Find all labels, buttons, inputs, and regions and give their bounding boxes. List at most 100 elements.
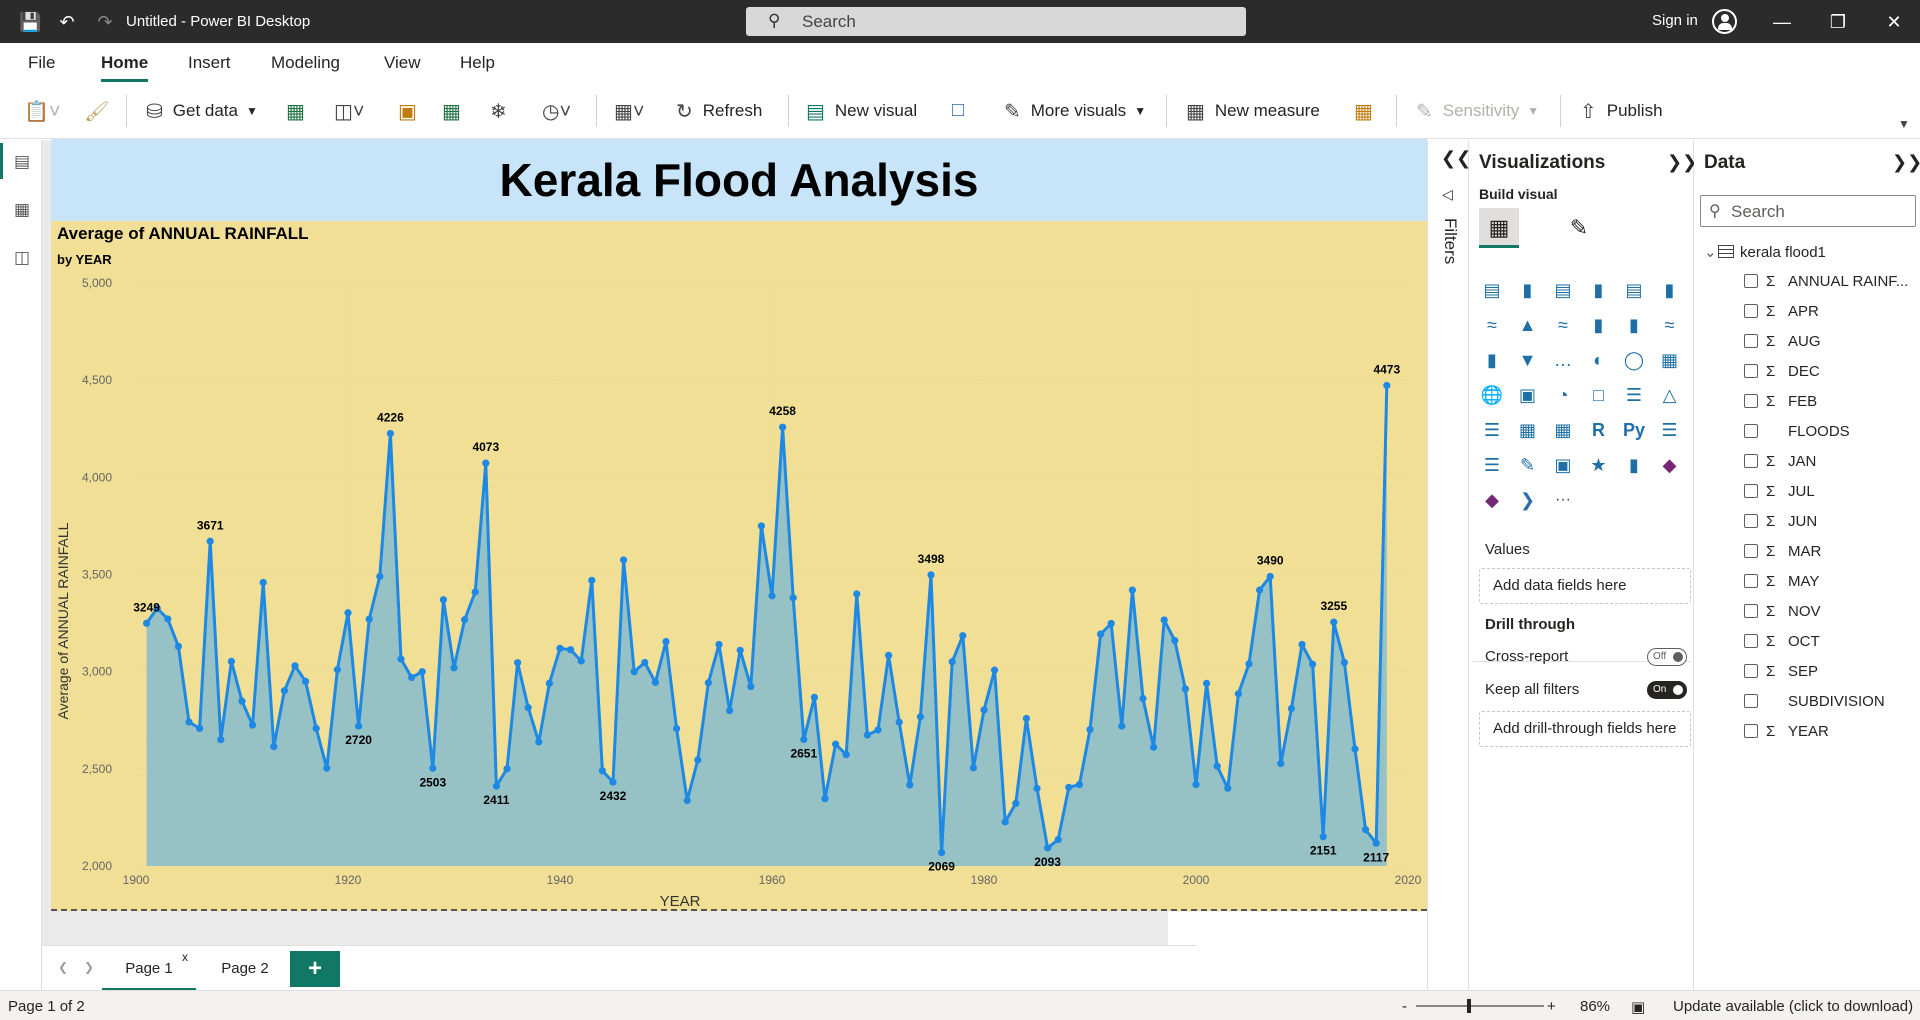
data-point[interactable] [704, 679, 713, 687]
data-point[interactable] [1044, 844, 1052, 852]
data-point[interactable] [1160, 616, 1168, 624]
data-point[interactable] [259, 578, 267, 587]
data-point[interactable] [938, 848, 946, 857]
data-point[interactable] [821, 795, 829, 803]
data-point[interactable] [1372, 839, 1380, 847]
more-visuals-icon[interactable]: ··· [1555, 491, 1571, 508]
data-point[interactable] [386, 429, 394, 438]
search-box[interactable]: ⚲ Search [746, 7, 1246, 36]
data-point[interactable] [1097, 630, 1105, 638]
data-point[interactable] [577, 657, 585, 665]
data-point[interactable] [1330, 618, 1338, 626]
model-view-icon[interactable]: ◫ [13, 248, 31, 267]
zoom-level[interactable]: 86% [1580, 998, 1611, 1015]
card-icon[interactable]: □ [1593, 385, 1604, 405]
zoom-in-button[interactable]: + [1547, 998, 1556, 1015]
data-point[interactable] [1309, 660, 1317, 668]
build-visual-tab-icon[interactable]: ▦ [1479, 208, 1519, 248]
get-data-button[interactable]: ⛁ Get data ▼ [146, 97, 258, 125]
data-point[interactable] [768, 592, 776, 600]
data-point[interactable] [673, 725, 681, 733]
close-page-icon[interactable]: x [182, 950, 188, 964]
data-point[interactable] [492, 782, 500, 790]
field-checkbox[interactable] [1744, 574, 1758, 588]
data-point[interactable] [885, 651, 893, 659]
minimize-icon[interactable]: — [1773, 12, 1791, 32]
field-checkbox[interactable] [1744, 274, 1758, 288]
refresh-button[interactable]: ↻ Refresh [676, 97, 762, 125]
data-point[interactable] [1245, 660, 1253, 668]
python-visual-icon[interactable]: Py [1622, 420, 1646, 440]
text-box-icon[interactable]: □ [952, 99, 965, 121]
undo-icon[interactable]: ↶ [59, 12, 75, 32]
field-item[interactable]: Σ NOV [1744, 603, 1821, 620]
matrix-icon[interactable]: ▦ [1554, 420, 1572, 440]
gauge-icon[interactable]: ◔ [1557, 385, 1569, 405]
data-point[interactable] [980, 706, 988, 714]
tab-view[interactable]: View [384, 53, 421, 72]
restore-icon[interactable]: ❐ [1829, 12, 1847, 32]
data-point[interactable] [916, 713, 925, 721]
field-checkbox[interactable] [1744, 364, 1758, 378]
collapse-data-icon[interactable]: ❯❯ [1892, 152, 1920, 172]
redo-icon[interactable]: ↷ [97, 12, 113, 32]
data-point[interactable] [217, 736, 225, 744]
data-point[interactable] [874, 726, 882, 734]
line-chart-visual[interactable]: Average of ANNUAL RAINFALL by YEAR 2,000… [51, 221, 1427, 911]
data-point[interactable] [344, 609, 352, 617]
data-point[interactable] [694, 756, 702, 764]
field-checkbox[interactable] [1744, 394, 1758, 408]
tab-home[interactable]: Home [101, 53, 149, 82]
data-point[interactable] [1277, 759, 1285, 768]
data-point[interactable] [906, 781, 914, 789]
data-point[interactable] [1234, 690, 1242, 698]
paginated-report-icon[interactable]: ▣ [1554, 455, 1572, 475]
zoom-out-button[interactable]: - [1402, 998, 1407, 1015]
kpi-icon[interactable]: △ [1662, 385, 1677, 405]
field-item[interactable]: Σ ANNUAL RAINF... [1744, 273, 1908, 290]
field-item[interactable]: Σ JUL [1744, 483, 1815, 500]
data-point[interactable] [1256, 586, 1264, 594]
next-page-icon[interactable]: ❯ [84, 960, 95, 974]
ribbon-collapse-icon[interactable]: ▼ [1898, 117, 1910, 131]
format-painter-icon[interactable]: 🖌 [84, 101, 110, 123]
data-point[interactable] [863, 731, 872, 739]
data-point[interactable] [991, 666, 999, 674]
arcgis-icon[interactable]: ❯ [1519, 490, 1536, 510]
data-point[interactable] [1203, 679, 1211, 687]
values-drop-well[interactable]: Add data fields here [1479, 568, 1691, 604]
report-title[interactable]: Kerala Flood Analysis [51, 139, 1427, 221]
report-view-icon[interactable]: ▤ [13, 152, 31, 171]
tab-help[interactable]: Help [460, 53, 495, 72]
data-point[interactable] [969, 764, 978, 772]
decomposition-tree-icon[interactable]: ☰ [1483, 455, 1501, 475]
data-point[interactable] [439, 596, 447, 604]
field-item[interactable]: FLOODS [1744, 423, 1850, 440]
data-point[interactable] [1287, 704, 1295, 713]
key-influencers-icon[interactable]: ☰ [1661, 420, 1678, 440]
data-point[interactable] [1012, 799, 1020, 808]
data-table-node[interactable]: ⌄ kerala flood1 [1704, 243, 1826, 261]
qa-icon[interactable]: ✎ [1519, 455, 1536, 475]
pie-chart-icon[interactable]: ◐ [1593, 350, 1604, 370]
field-item[interactable]: Σ JAN [1744, 453, 1816, 470]
data-point[interactable] [927, 571, 935, 579]
transform-data-icon[interactable]: ▦˅ [614, 101, 645, 123]
data-point[interactable] [1266, 572, 1274, 581]
data-point[interactable] [810, 693, 819, 701]
field-item[interactable]: Σ SEP [1744, 663, 1818, 680]
100-stacked-bar-chart-icon[interactable]: ▤ [1625, 280, 1643, 300]
metrics-icon[interactable]: ★ [1590, 455, 1607, 475]
data-point[interactable] [1075, 780, 1083, 789]
data-point[interactable] [196, 724, 204, 733]
slicer-icon[interactable]: ☰ [1483, 420, 1501, 440]
data-point[interactable] [1001, 818, 1009, 826]
table-icon[interactable]: ▦ [1518, 420, 1536, 440]
area-chart-icon[interactable]: ▲ [1518, 315, 1537, 335]
drill-through-drop-well[interactable]: Add drill-through fields here [1479, 711, 1691, 747]
funnel-chart-icon[interactable]: ▼ [1518, 350, 1537, 370]
enter-data-icon[interactable]: ▦ [442, 101, 461, 123]
scatter-chart-icon[interactable]: … [1554, 350, 1572, 370]
data-point[interactable] [1319, 833, 1327, 841]
keep-all-filters-toggle[interactable]: On [1647, 681, 1687, 699]
